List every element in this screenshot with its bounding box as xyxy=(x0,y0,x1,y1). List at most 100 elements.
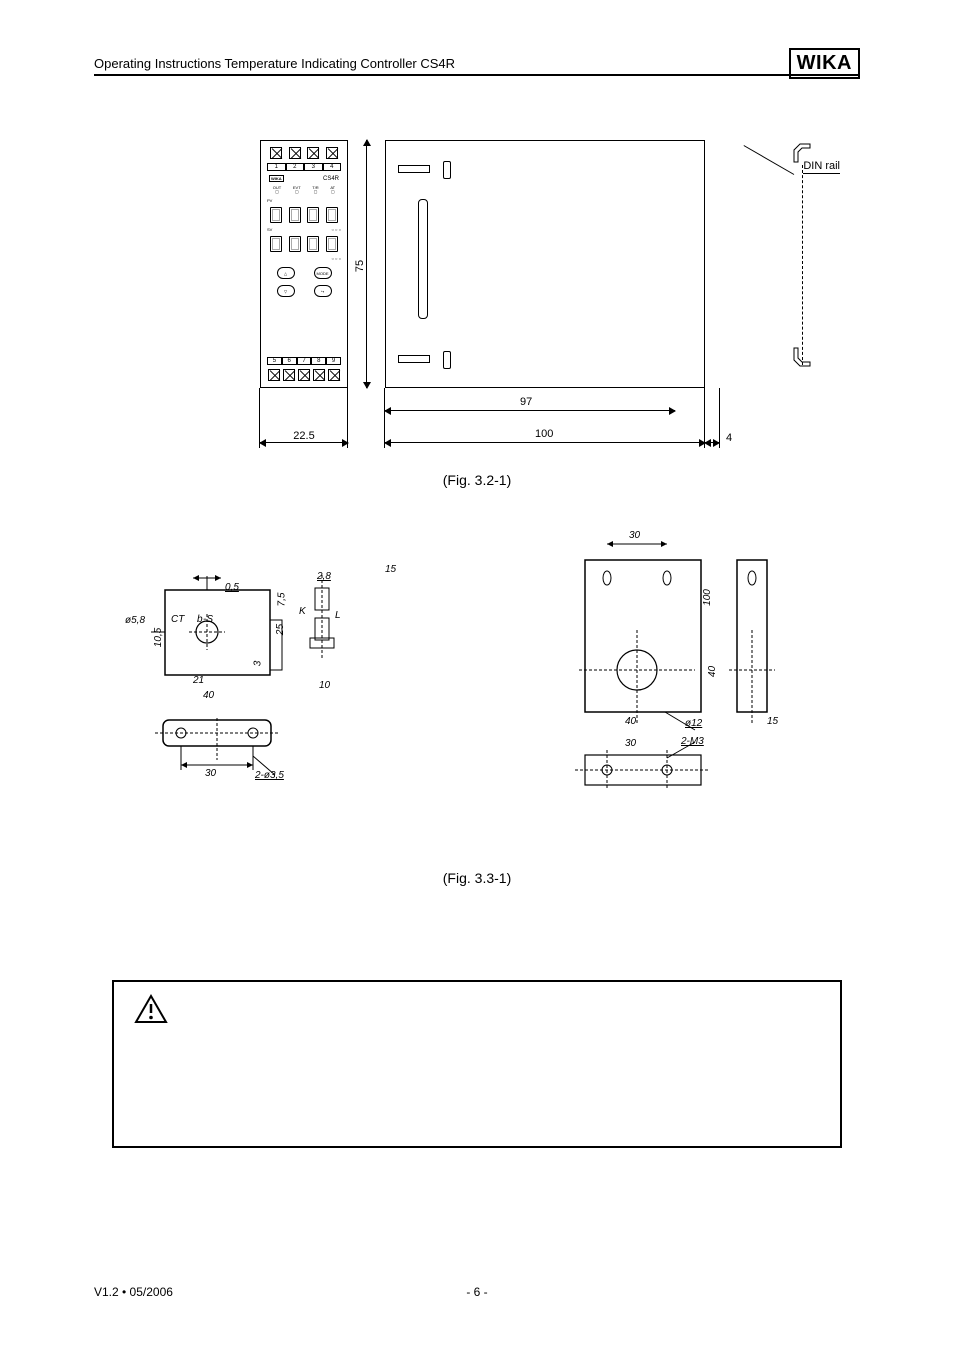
seven-segment-icon xyxy=(270,236,282,252)
dim-40: 40 xyxy=(203,690,214,701)
dim-30-top: 30 xyxy=(629,530,640,541)
footer-version: V1.2 • 05/2006 xyxy=(94,1285,173,1299)
indicator-label: EVT xyxy=(293,185,301,190)
clamp-top-icon xyxy=(398,163,448,175)
mini-logo: WIKA xyxy=(269,175,284,182)
dim-40v: 40 xyxy=(707,666,718,677)
brand-row: WIKA CS4R xyxy=(267,175,341,182)
dim-15r: 15 xyxy=(767,716,778,727)
dim-line-4 xyxy=(705,442,719,443)
dim-28: 2,8 xyxy=(317,571,331,582)
dim-line-75 xyxy=(366,140,367,388)
dim-100: 100 xyxy=(702,589,713,606)
terminal-number: 4 xyxy=(323,164,342,170)
side-rail-slot-icon xyxy=(418,199,428,319)
dim-3: 3 xyxy=(252,661,263,667)
device-front-panel: 1 2 3 4 WIKA CS4R OUT▢ EVT▢ T/R▢ AT▢ PV xyxy=(260,140,348,388)
figure-3-2-1: 1 2 3 4 WIKA CS4R OUT▢ EVT▢ T/R▢ AT▢ PV xyxy=(260,130,820,460)
dim-75: 7,5 xyxy=(276,593,287,607)
fig-331-caption: (Fig. 3.3-1) xyxy=(0,870,954,886)
header-rule xyxy=(94,74,860,76)
dim-phi58: ø5,8 xyxy=(125,615,145,626)
seven-segment-icon xyxy=(270,207,282,223)
terminal-icon xyxy=(289,147,301,159)
warning-triangle-icon xyxy=(134,994,168,1024)
down-button-icon: ▽ xyxy=(277,285,295,297)
terminal-icon xyxy=(326,147,338,159)
dim-m3: 2-M3 xyxy=(681,736,704,747)
button-row-1: △ MODE xyxy=(267,267,341,279)
terminal-icon xyxy=(283,369,295,381)
device-side-view xyxy=(385,140,705,388)
top-terminal-row xyxy=(267,147,341,159)
shift-button-icon: ↪ xyxy=(314,285,332,297)
seven-segment-icon xyxy=(307,236,319,252)
dim-line-97 xyxy=(385,410,675,411)
label-l: L xyxy=(335,610,341,621)
dim-21: 21 xyxy=(193,675,204,686)
pv-display xyxy=(267,207,341,223)
dim-holes: 2-ø3,5 xyxy=(255,770,284,781)
label-k: K xyxy=(299,606,306,617)
dim-97-label: 97 xyxy=(520,396,532,408)
rail-dashed-line xyxy=(802,165,803,365)
terminal-number: 9 xyxy=(326,358,341,364)
indicator-label: AT xyxy=(330,185,335,190)
seven-segment-icon xyxy=(326,207,338,223)
leader-line xyxy=(744,145,795,175)
top-number-row: 1 2 3 4 xyxy=(267,163,341,171)
terminal-number: 5 xyxy=(267,358,282,364)
indicator-label: OUT xyxy=(273,185,281,190)
model-label: CS4R xyxy=(323,176,339,182)
dim-line-225 xyxy=(260,442,348,443)
seven-segment-icon xyxy=(307,207,319,223)
indicator-row: OUT▢ EVT▢ T/R▢ AT▢ xyxy=(267,186,341,194)
rail-clip-bottom-icon xyxy=(792,346,814,368)
dim-75-label: 75 xyxy=(354,260,366,272)
dim-25: 25 xyxy=(275,624,286,635)
warning-box xyxy=(112,980,842,1148)
dim-10: 10 xyxy=(319,680,330,691)
dim-05: 0,5 xyxy=(225,582,239,593)
dim-105: 10,5 xyxy=(153,628,164,647)
label-b: b xyxy=(197,614,203,625)
terminal-number: 8 xyxy=(311,358,326,364)
ct-large-svg xyxy=(565,530,825,830)
din-rail-label: DIN rail xyxy=(803,160,840,174)
terminal-number: 7 xyxy=(297,358,312,364)
ct-small-drawing: ø5,8 15 0,5 2,8 7,5 K L CT b -S 25 10,5 … xyxy=(125,560,385,813)
page-footer: V1.2 • 05/2006 - 6 - xyxy=(94,1285,860,1299)
dim-100-label: 100 xyxy=(535,428,553,440)
figure-3-3-1: ø5,8 15 0,5 2,8 7,5 K L CT b -S 25 10,5 … xyxy=(125,530,845,850)
terminal-icon xyxy=(328,369,340,381)
fig-321-caption: (Fig. 3.2-1) xyxy=(0,472,954,488)
bottom-terminal-row xyxy=(267,369,341,381)
sv-label: SV xyxy=(267,227,272,232)
terminal-number: 2 xyxy=(286,164,305,170)
terminal-icon xyxy=(307,147,319,159)
dim-30: 30 xyxy=(205,768,216,779)
button-row-2: ▽ ↪ xyxy=(267,285,341,297)
dim-line-100 xyxy=(385,442,705,443)
terminal-number: 1 xyxy=(267,164,286,170)
terminal-icon xyxy=(298,369,310,381)
header-title: Operating Instructions Temperature Indic… xyxy=(94,56,455,71)
terminal-icon xyxy=(270,147,282,159)
mode-button-icon: MODE xyxy=(314,267,332,279)
dim-phi12: ø12 xyxy=(685,718,702,729)
footer-page-number: - 6 - xyxy=(466,1285,487,1299)
dim-225-label: 22.5 xyxy=(260,430,348,442)
dim-4-label: 4 xyxy=(726,432,732,444)
ct-large-drawing: 30 100 40 40 ø12 15 30 2-M3 xyxy=(565,530,825,833)
bottom-number-row: 5 6 7 8 9 xyxy=(267,357,341,365)
label-s: -S xyxy=(203,614,213,625)
dim-15: 15 xyxy=(385,564,396,575)
terminal-icon xyxy=(313,369,325,381)
dim-30b: 30 xyxy=(625,738,636,749)
label-ct: CT xyxy=(171,614,184,625)
indicator-label: T/R xyxy=(312,185,318,190)
up-button-icon: △ xyxy=(277,267,295,279)
clamp-bottom-icon xyxy=(398,353,448,365)
seven-segment-icon xyxy=(289,236,301,252)
seven-segment-icon xyxy=(289,207,301,223)
